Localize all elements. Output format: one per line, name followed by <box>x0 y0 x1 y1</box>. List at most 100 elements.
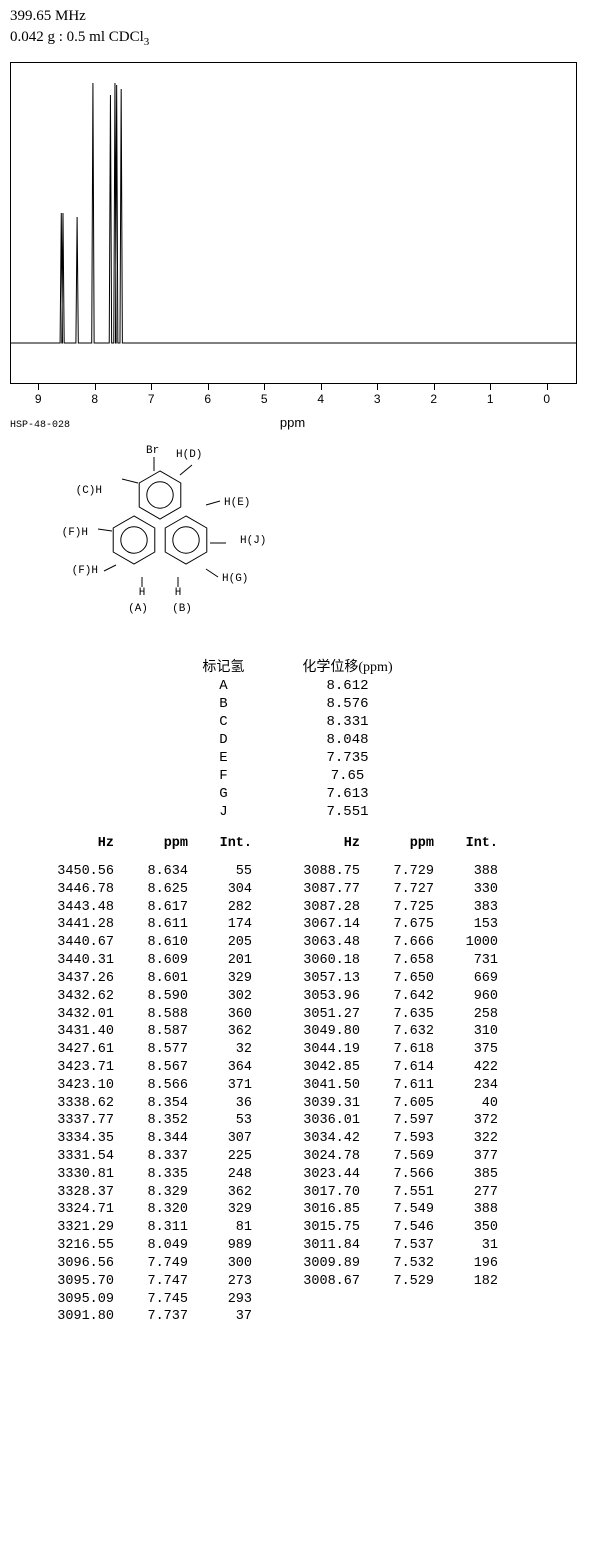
axis-tick <box>38 384 39 390</box>
axis-tick-label: 6 <box>204 392 211 406</box>
axis-tick <box>377 384 378 390</box>
peak-ppm: 7.597 <box>368 1112 442 1130</box>
peak-int: 360 <box>196 1006 252 1024</box>
peak-row: 3334.35 8.344 307 <box>30 1130 252 1148</box>
peak-row: 3015.75 7.546 350 <box>276 1219 498 1237</box>
peak-hz: 3008.67 <box>276 1273 368 1291</box>
svg-text:Br: Br <box>146 445 159 457</box>
peak-row: 3328.37 8.329 362 <box>30 1184 252 1202</box>
peak-hz: 3443.48 <box>30 899 122 917</box>
peak-row: 3338.62 8.354 36 <box>30 1095 252 1113</box>
axis-tick-label: 9 <box>35 392 42 406</box>
peak-hz: 3440.67 <box>30 934 122 952</box>
peak-row: 3095.09 7.745 293 <box>30 1291 252 1309</box>
axis-tick <box>151 384 152 390</box>
peak-hz-header: Hz <box>276 836 368 851</box>
x-axis: 9876543210 <box>10 384 575 394</box>
peak-hz: 3041.50 <box>276 1077 368 1095</box>
peak-int: 258 <box>442 1006 498 1024</box>
peak-hz: 3432.01 <box>30 1006 122 1024</box>
svg-text:H: H <box>139 587 146 599</box>
peak-ppm: 8.617 <box>122 899 196 917</box>
peak-header: Hz ppm Int. <box>30 836 252 851</box>
peak-ppm: 8.587 <box>122 1023 196 1041</box>
peak-int: 329 <box>196 970 252 988</box>
svg-text:(F)H: (F)H <box>72 565 98 577</box>
peak-row: 3432.01 8.588 360 <box>30 1006 252 1024</box>
svg-text:(B): (B) <box>172 603 192 615</box>
peak-int: 330 <box>442 881 498 899</box>
peak-hz: 3039.31 <box>276 1095 368 1113</box>
peak-int: 310 <box>442 1023 498 1041</box>
assign-col1-header: 标记氢 <box>174 656 272 676</box>
peak-row: 3423.10 8.566 371 <box>30 1077 252 1095</box>
peak-int: 383 <box>442 899 498 917</box>
peak-hz: 3015.75 <box>276 1219 368 1237</box>
peak-ppm: 8.311 <box>122 1219 196 1237</box>
peak-row: 3057.13 7.650 669 <box>276 970 498 988</box>
peak-row: 3337.77 8.352 53 <box>30 1112 252 1130</box>
peak-ppm: 7.745 <box>122 1291 196 1309</box>
assign-row: C 8.331 <box>174 714 420 730</box>
peak-int: 277 <box>442 1184 498 1202</box>
peak-int: 234 <box>442 1077 498 1095</box>
peak-row: 3432.62 8.590 302 <box>30 988 252 1006</box>
peak-ppm: 8.352 <box>122 1112 196 1130</box>
svg-text:(A): (A) <box>128 603 148 615</box>
peak-hz: 3042.85 <box>276 1059 368 1077</box>
peak-hz: 3334.35 <box>30 1130 122 1148</box>
peak-hz: 3432.62 <box>30 988 122 1006</box>
svg-text:H(D): H(D) <box>176 449 202 461</box>
peak-int: 362 <box>196 1023 252 1041</box>
svg-text:H(J): H(J) <box>240 535 266 547</box>
assign-label: E <box>174 750 272 766</box>
assign-label: C <box>174 714 272 730</box>
peak-int: 1000 <box>442 934 498 952</box>
peak-row: 3017.70 7.551 277 <box>276 1184 498 1202</box>
peak-ppm: 7.537 <box>368 1237 442 1255</box>
peak-row: 3427.61 8.577 32 <box>30 1041 252 1059</box>
peak-row: 3049.80 7.632 310 <box>276 1023 498 1041</box>
peak-int: 282 <box>196 899 252 917</box>
peak-int: 53 <box>196 1112 252 1130</box>
assign-row: E 7.735 <box>174 750 420 766</box>
peak-hz: 3431.40 <box>30 1023 122 1041</box>
assign-ppm: 7.613 <box>274 786 420 802</box>
peak-hz: 3091.80 <box>30 1308 122 1326</box>
peak-int: 174 <box>196 916 252 934</box>
peak-hz: 3095.70 <box>30 1273 122 1291</box>
peak-ppm: 7.549 <box>368 1201 442 1219</box>
axis-tick <box>547 384 548 390</box>
peak-hz: 3440.31 <box>30 952 122 970</box>
peak-row: 3024.78 7.569 377 <box>276 1148 498 1166</box>
peak-hz: 3053.96 <box>276 988 368 1006</box>
peak-ppm: 8.625 <box>122 881 196 899</box>
peak-int: 32 <box>196 1041 252 1059</box>
peak-ppm: 8.609 <box>122 952 196 970</box>
sample-id: HSP-48-028 <box>10 420 70 431</box>
axis-tick-label: 5 <box>261 392 268 406</box>
peak-int: 36 <box>196 1095 252 1113</box>
peak-row: 3009.89 7.532 196 <box>276 1255 498 1273</box>
spectrum-svg <box>11 63 576 383</box>
assign-label: A <box>174 678 272 694</box>
peak-int: 293 <box>196 1291 252 1309</box>
assign-label: B <box>174 696 272 712</box>
peak-int: 205 <box>196 934 252 952</box>
peak-hz: 3331.54 <box>30 1148 122 1166</box>
peak-hz: 3216.55 <box>30 1237 122 1255</box>
peak-hz: 3060.18 <box>276 952 368 970</box>
peak-ppm: 7.737 <box>122 1308 196 1326</box>
peak-row: 3437.26 8.601 329 <box>30 970 252 988</box>
assign-row: J 7.551 <box>174 804 420 820</box>
assign-row: B 8.576 <box>174 696 420 712</box>
peak-ppm: 7.551 <box>368 1184 442 1202</box>
peak-int: 300 <box>196 1255 252 1273</box>
peak-ppm: 8.588 <box>122 1006 196 1024</box>
peak-ppm: 8.335 <box>122 1166 196 1184</box>
peak-ppm: 7.650 <box>368 970 442 988</box>
peak-hz: 3446.78 <box>30 881 122 899</box>
peak-row: 3067.14 7.675 153 <box>276 916 498 934</box>
peak-ppm: 7.642 <box>368 988 442 1006</box>
assign-label: D <box>174 732 272 748</box>
